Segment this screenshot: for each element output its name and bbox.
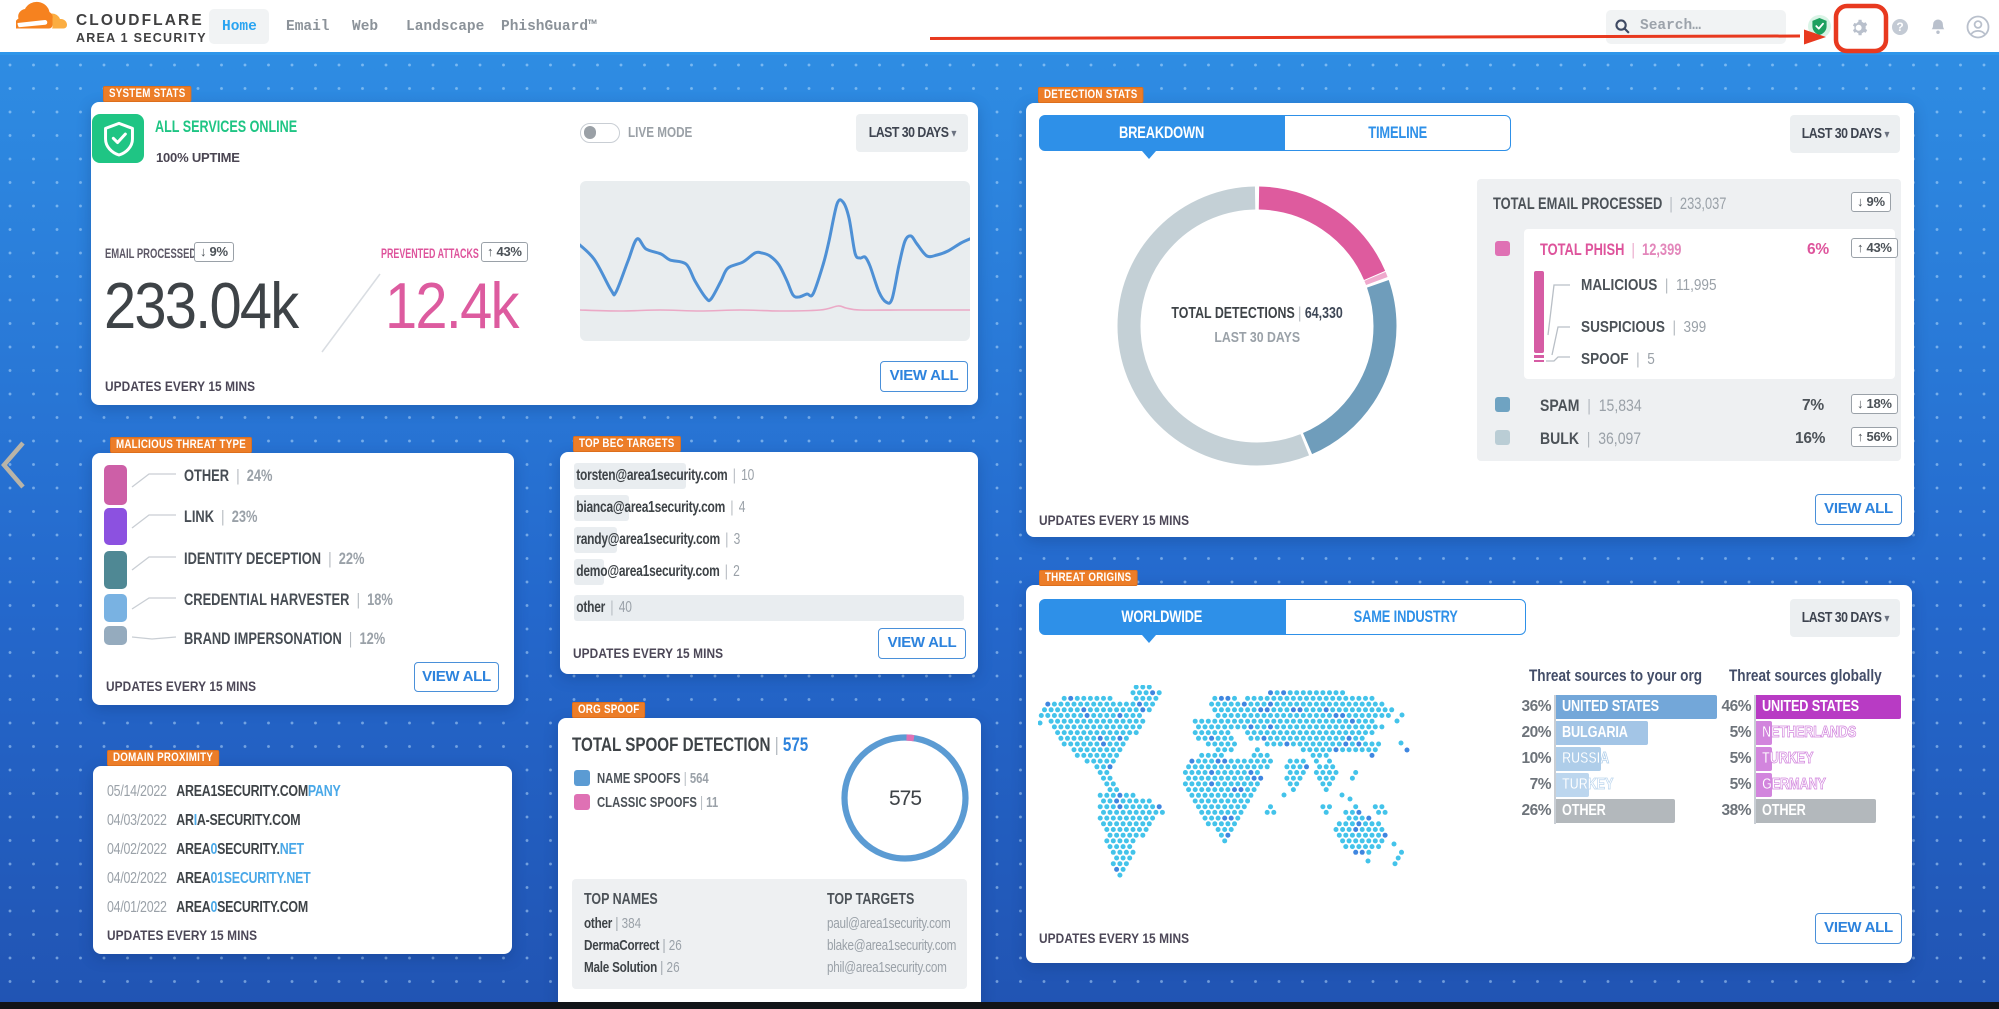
svg-text:575: 575 bbox=[889, 787, 921, 810]
